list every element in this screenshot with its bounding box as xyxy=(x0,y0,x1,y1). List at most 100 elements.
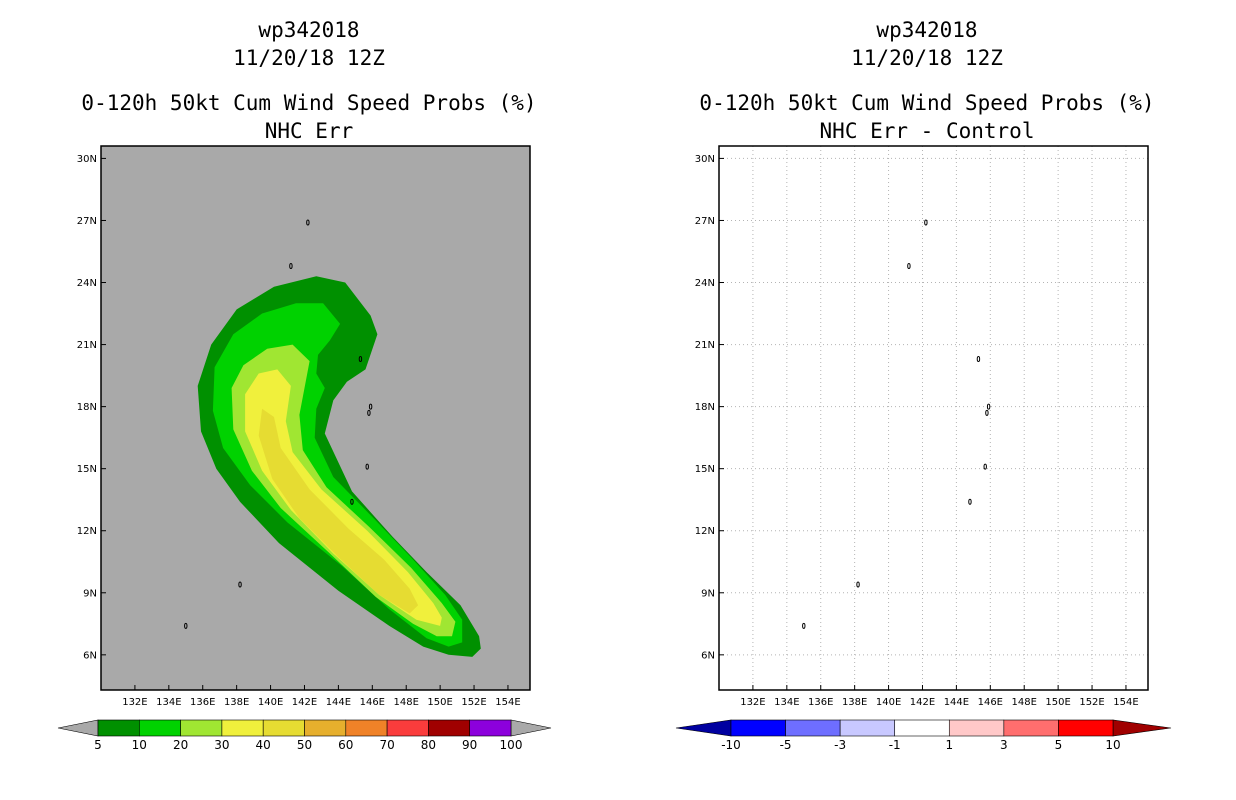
x-tick-label: 144E xyxy=(944,697,969,708)
island-marker xyxy=(306,219,310,226)
x-tick-label: 154E xyxy=(1113,697,1138,708)
x-tick-label: 150E xyxy=(427,697,452,708)
colorbar-label: 5 xyxy=(1055,738,1063,752)
colorbar-box xyxy=(785,719,841,737)
colorbar-box xyxy=(428,719,470,737)
map-frame xyxy=(100,145,531,691)
colorbar-label: 70 xyxy=(379,738,394,752)
variant-title: NHC Err - Control xyxy=(819,119,1035,143)
colorbar-box xyxy=(948,719,1005,737)
x-tick-label: 132E xyxy=(122,697,147,708)
x-tick-label: 146E xyxy=(360,697,385,708)
x-tick-label: 136E xyxy=(808,697,833,708)
y-tick-label: 21N xyxy=(77,340,97,351)
island-marker xyxy=(968,498,972,505)
y-tick-label: 9N xyxy=(701,588,715,599)
y-tick-label: 6N xyxy=(83,650,97,661)
y-tick-label: 9N xyxy=(83,588,97,599)
storm-id-title: wp342018 xyxy=(876,18,978,42)
island-marker xyxy=(184,622,188,629)
island-marker xyxy=(924,219,928,226)
colorbar-box xyxy=(1003,719,1059,737)
right-panel: wp342018 11/20/18 12Z 0-120h 50kt Cum Wi… xyxy=(618,0,1236,800)
colorbar-label: 50 xyxy=(297,738,312,752)
y-tick-label: 18N xyxy=(695,402,715,413)
island-marker xyxy=(238,581,242,588)
product-title: 0-120h 50kt Cum Wind Speed Probs (%) xyxy=(81,91,537,115)
x-tick-label: 148E xyxy=(1012,697,1037,708)
colorbar-label: -10 xyxy=(721,738,741,752)
colorbar-label: 3 xyxy=(1000,738,1008,752)
island-marker xyxy=(365,463,369,470)
x-tick-label: 152E xyxy=(1079,697,1104,708)
colorbar-box xyxy=(894,719,950,737)
colorbar-box xyxy=(262,719,305,737)
y-tick-label: 15N xyxy=(77,464,97,475)
left-panel: wp342018 11/20/18 12Z 0-120h 50kt Cum Wi… xyxy=(57,18,552,752)
colorbar-box xyxy=(139,719,181,737)
colorbar-box xyxy=(730,719,786,737)
map-frame xyxy=(718,145,1149,691)
island-marker xyxy=(976,356,981,363)
date-title: 11/20/18 12Z xyxy=(851,46,1003,70)
island-marker xyxy=(368,403,373,410)
colorbar-label: 90 xyxy=(462,738,477,752)
island-marker xyxy=(289,262,293,269)
y-tick-label: 24N xyxy=(77,278,97,289)
x-tick-label: 150E xyxy=(1045,697,1070,708)
colorbar-over-triangle xyxy=(510,719,552,737)
probability-map-left: 132E 134E 136E 138E 140E 142E 144E 146E 148E 150E… xyxy=(57,145,552,752)
product-title: 0-120h 50kt Cum Wind Speed Probs (%) xyxy=(699,91,1155,115)
prob-contour-30 xyxy=(245,369,442,626)
island-marker xyxy=(985,409,989,416)
x-tick-label: 134E xyxy=(774,697,799,708)
colorbar-label: 10 xyxy=(1105,738,1120,752)
island-marker xyxy=(983,463,987,470)
colorbar-box xyxy=(97,719,140,737)
x-tick-label: 132E xyxy=(740,697,765,708)
x-tick-label: 134E xyxy=(156,697,181,708)
colorbar-label: 40 xyxy=(256,738,271,752)
y-tick-label: 6N xyxy=(701,650,715,661)
y-tick-label: 30N xyxy=(695,154,715,165)
y-tick-label: 12N xyxy=(695,526,715,537)
x-tick-label: 136E xyxy=(190,697,215,708)
island-marker xyxy=(856,581,860,588)
colorbar-label: 60 xyxy=(338,738,353,752)
colorbar-box xyxy=(386,719,429,737)
colorbar-box xyxy=(1058,719,1114,737)
x-tick-label: 138E xyxy=(842,697,867,708)
colorbar-label: 100 xyxy=(500,738,523,752)
colorbar-label: 20 xyxy=(173,738,188,752)
x-tick-label: 154E xyxy=(495,697,520,708)
x-tick-label: 140E xyxy=(258,697,283,708)
colorbar-under-triangle xyxy=(675,719,732,737)
colorbar-label: 30 xyxy=(214,738,229,752)
island-marker xyxy=(986,403,991,410)
colorbar-box xyxy=(221,719,264,737)
y-tick-label: 27N xyxy=(77,216,97,227)
colorbar-label: 80 xyxy=(421,738,436,752)
colorbar-label: 10 xyxy=(132,738,147,752)
y-tick-label: 27N xyxy=(695,216,715,227)
colorbar-label: -5 xyxy=(780,738,792,752)
colorbar-box xyxy=(839,719,896,737)
island-marker xyxy=(907,262,911,269)
colorbar-box xyxy=(345,719,388,737)
colorbar-label: 5 xyxy=(94,738,102,752)
date-title: 11/20/18 12Z xyxy=(233,46,385,70)
difference-map-right: 132E 134E 136E 138E 140E 142E 144E 146E 148E 150E… xyxy=(675,145,1172,752)
x-tick-label: 144E xyxy=(326,697,351,708)
x-tick-label: 152E xyxy=(461,697,486,708)
colorbar-under-triangle xyxy=(57,719,99,737)
storm-id-title: wp342018 xyxy=(258,18,360,42)
x-tick-label: 142E xyxy=(292,697,317,708)
x-tick-label: 142E xyxy=(910,697,935,708)
island-marker xyxy=(350,498,354,505)
island-marker xyxy=(802,622,806,629)
y-tick-label: 15N xyxy=(695,464,715,475)
colorbar-label: 1 xyxy=(945,738,953,752)
map-background xyxy=(719,146,1148,690)
y-tick-label: 30N xyxy=(77,154,97,165)
variant-title: NHC Err xyxy=(264,119,354,143)
